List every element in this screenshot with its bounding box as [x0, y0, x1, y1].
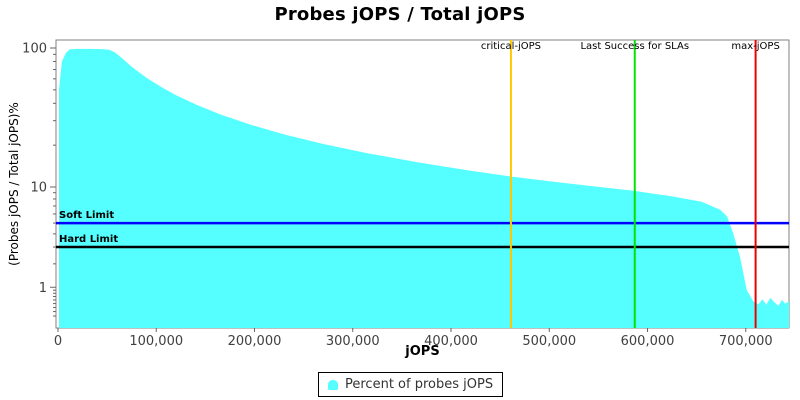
y-tick-label: 100: [22, 42, 47, 57]
limit-label: Soft Limit: [59, 210, 114, 221]
x-tick-label: 0: [54, 334, 62, 349]
x-tick-label: 300,000: [326, 334, 380, 349]
x-tick-label: 500,000: [522, 334, 576, 349]
x-tick-label: 100,000: [129, 334, 183, 349]
legend: Percent of probes jOPS: [318, 372, 504, 397]
x-axis-title: jOPS: [405, 344, 440, 359]
x-tick-label: 700,000: [719, 334, 773, 349]
chart-title: Probes jOPS / Total jOPS: [274, 4, 526, 25]
x-tick-label: 200,000: [228, 334, 282, 349]
x-tick-label: 400,000: [424, 334, 478, 349]
area-series-percent-of-probes-jops: [59, 48, 789, 329]
legend-swatch-icon: [328, 379, 338, 390]
legend-label: Percent of probes jOPS: [345, 377, 494, 392]
limit-label: Hard Limit: [59, 234, 118, 245]
marker-label: max-jOPS: [731, 41, 779, 52]
y-tick-label: 1: [39, 281, 47, 296]
marker-label: critical-jOPS: [481, 41, 541, 52]
marker-label: Last Success for SLAs: [580, 41, 689, 52]
y-tick-label: 10: [30, 181, 47, 196]
x-tick-label: 600,000: [621, 334, 675, 349]
